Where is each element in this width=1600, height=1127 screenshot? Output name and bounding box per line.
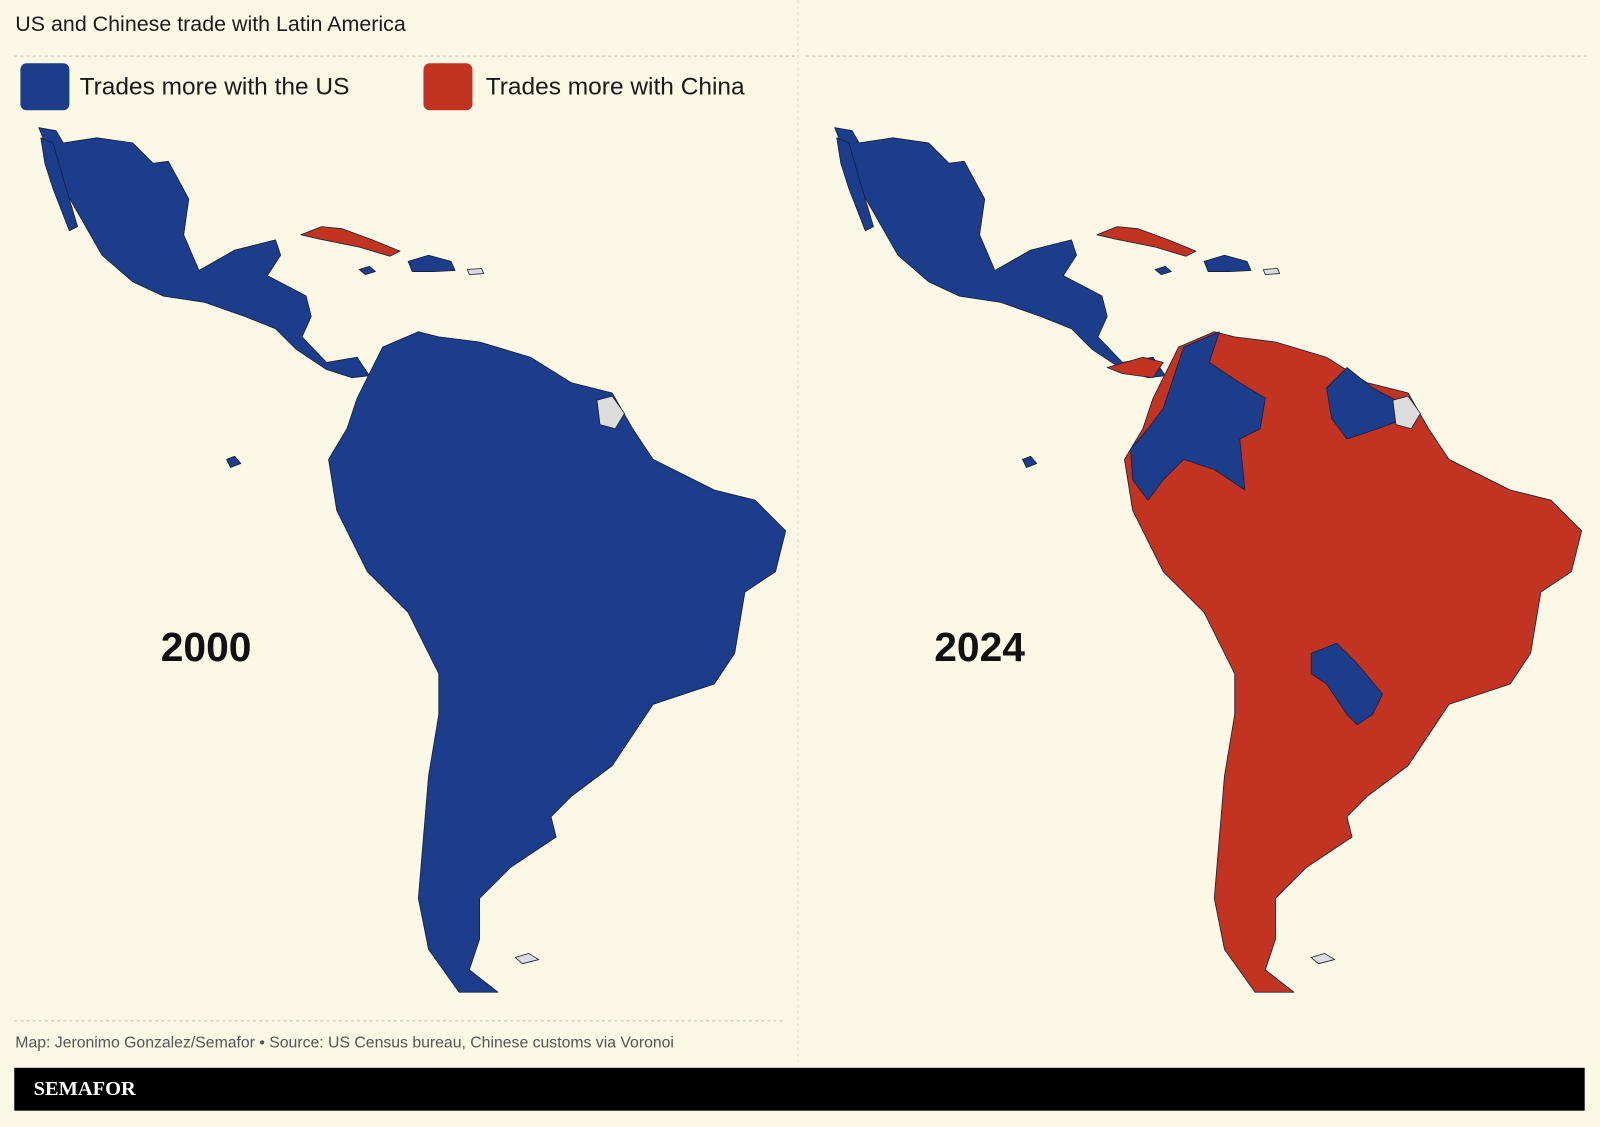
country-shape bbox=[300, 226, 401, 257]
map bbox=[834, 127, 1583, 993]
country-shape bbox=[1154, 266, 1172, 276]
country-shape bbox=[596, 395, 625, 430]
year-label: 2024 bbox=[934, 624, 1025, 670]
legend-label: Trades more with the US bbox=[80, 73, 350, 100]
country-shape bbox=[226, 455, 242, 468]
country-shape bbox=[466, 268, 485, 276]
title: US and Chinese trade with Latin America bbox=[15, 12, 406, 36]
country-shape bbox=[1310, 953, 1336, 965]
country-shape bbox=[1130, 331, 1266, 501]
country-shape bbox=[358, 266, 376, 276]
country-shape bbox=[1106, 356, 1164, 379]
country-shape bbox=[1022, 455, 1038, 468]
legend-label: Trades more with China bbox=[486, 73, 745, 100]
legend-swatch bbox=[423, 63, 473, 111]
year-label: 2000 bbox=[161, 624, 252, 670]
country-shape bbox=[407, 254, 456, 272]
country-shape bbox=[1203, 254, 1252, 272]
credit: Map: Jeronimo Gonzalez/Semafor • Source:… bbox=[15, 1034, 674, 1051]
country-shape bbox=[1310, 642, 1384, 726]
country-shape bbox=[836, 137, 874, 232]
country-shape bbox=[38, 127, 370, 379]
country-shape bbox=[40, 137, 78, 232]
country-shape bbox=[328, 331, 787, 993]
country-shape bbox=[514, 953, 540, 965]
country-shape bbox=[1392, 395, 1421, 430]
country-shape bbox=[1262, 268, 1280, 276]
country-shape bbox=[834, 127, 1166, 379]
brand-bar bbox=[14, 1067, 1585, 1111]
map bbox=[38, 127, 787, 993]
brand: SEMAFOR bbox=[34, 1078, 136, 1100]
country-shape bbox=[1096, 226, 1197, 257]
legend-swatch bbox=[20, 63, 70, 111]
